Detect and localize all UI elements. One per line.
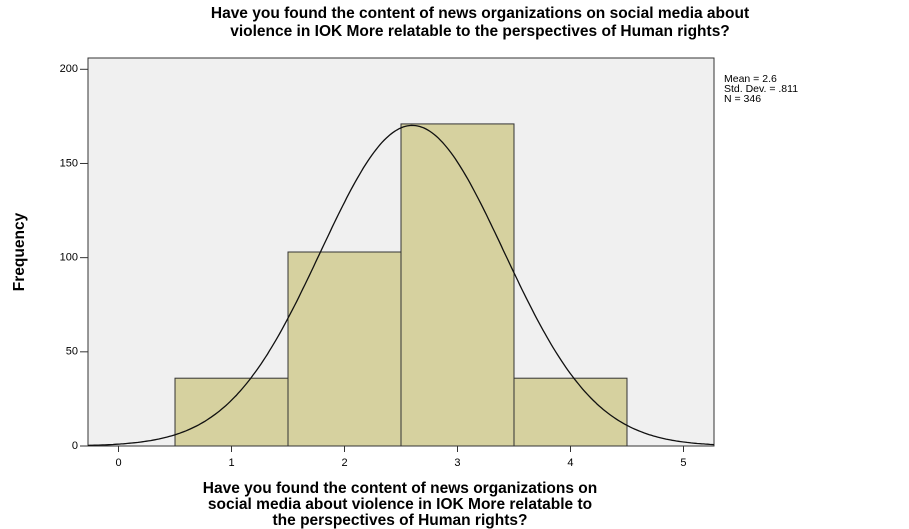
stat-label: Std. Dev. = .811 bbox=[724, 83, 798, 95]
x-tick-label: 1 bbox=[228, 457, 234, 469]
stat-label: N = 346 bbox=[724, 93, 761, 105]
bar bbox=[400, 123, 515, 447]
stat-label: Mean = 2.6 bbox=[724, 73, 777, 85]
x-tick-label: 4 bbox=[567, 457, 573, 469]
y-tick-label: 50 bbox=[66, 346, 78, 358]
x-tick-label: 5 bbox=[680, 457, 686, 469]
y-tick-label: 100 bbox=[60, 252, 78, 264]
y-tick-label: 0 bbox=[72, 440, 78, 452]
bar bbox=[513, 377, 628, 447]
y-tick-label: 200 bbox=[60, 63, 78, 75]
normal-curve bbox=[87, 124, 715, 447]
y-axis-label: Frequency bbox=[11, 212, 28, 291]
x-tick-label: 3 bbox=[454, 457, 460, 469]
x-tick-label: 2 bbox=[341, 457, 347, 469]
bar bbox=[174, 377, 289, 447]
y-tick-label: 150 bbox=[60, 157, 78, 169]
x-tick-label: 0 bbox=[115, 457, 121, 469]
x-axis-label: Have you found the content of news organ… bbox=[203, 480, 597, 497]
x-axis-label: social media about violence in IOK More … bbox=[208, 496, 592, 513]
x-axis-label: the perspectives of Human rights? bbox=[273, 512, 528, 529]
chart-title: violence in IOK More relatable to the pe… bbox=[230, 23, 730, 40]
chart-title: Have you found the content of news organ… bbox=[211, 5, 749, 22]
bar bbox=[287, 251, 402, 447]
